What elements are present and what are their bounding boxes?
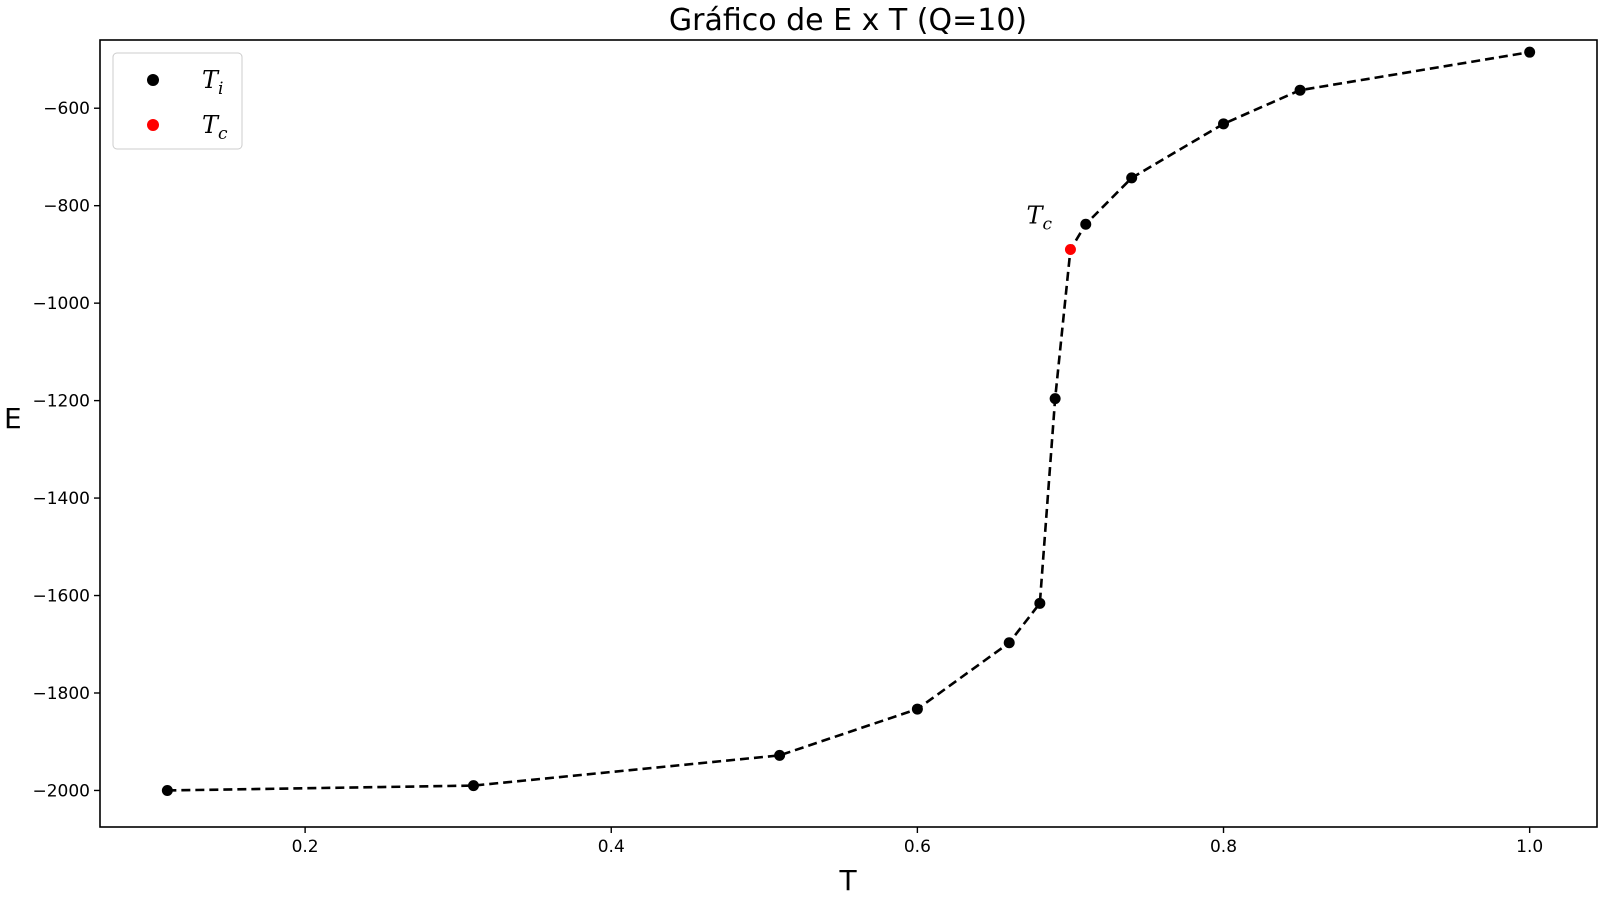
x-tick-label: 0.4	[598, 837, 625, 857]
data-point-i-0	[161, 784, 173, 796]
data-point-i-3	[911, 703, 923, 715]
annotation-Tc: Tc	[1026, 202, 1052, 235]
y-tick-label: −2000	[32, 781, 90, 801]
plot-frame	[99, 39, 1598, 828]
y-tick-label: −1800	[32, 684, 90, 704]
legend-label-i: Ti	[202, 66, 223, 99]
data-point-i-1	[467, 780, 479, 792]
data-point-i-8	[1126, 172, 1138, 184]
y-tick-label: −1600	[32, 587, 90, 607]
y-tick-label: −1000	[32, 294, 90, 314]
data-point-i-9	[1218, 118, 1230, 130]
legend-marker-i	[147, 74, 159, 86]
legend: Ti Tc	[112, 52, 243, 150]
y-axis-label: E	[4, 402, 22, 435]
x-tick-label: 1.0	[1516, 837, 1543, 857]
chart-title: Gráfico de E x T (Q=10)	[669, 3, 1027, 38]
data-point-i-5	[1034, 597, 1046, 609]
y-tick-label: −1400	[32, 489, 90, 509]
legend-marker-c	[147, 119, 159, 131]
data-point-c-0	[1064, 244, 1076, 256]
data-point-i-10	[1294, 84, 1306, 96]
y-tick-label: −800	[43, 197, 90, 217]
x-tick-label: 0.8	[1210, 837, 1237, 857]
annotations: Tc	[1026, 202, 1052, 235]
data-point-i-4	[1003, 637, 1015, 649]
legend-label-c: Tc	[202, 111, 228, 144]
y-tick-label: −1200	[32, 392, 90, 412]
y-axis-ticks: −2000 −1800 −1600 −1400 −1200 −1000 −800 −600	[32, 99, 100, 801]
plot-points	[161, 46, 1536, 796]
x-tick-label: 0.6	[904, 837, 931, 857]
series-dashed-line	[167, 50, 1530, 792]
x-tick-label: 0.2	[292, 837, 319, 857]
data-point-i-2	[774, 749, 786, 761]
plot-lines	[167, 50, 1530, 792]
data-point-i-7	[1080, 218, 1092, 230]
y-tick-label: −600	[43, 99, 90, 119]
x-axis-label: T	[838, 864, 857, 897]
data-point-i-6	[1049, 393, 1061, 405]
data-point-i-11	[1524, 46, 1536, 58]
legend-box	[112, 52, 243, 150]
x-axis-ticks: 0.2 0.4 0.6 0.8 1.0	[292, 827, 1543, 857]
